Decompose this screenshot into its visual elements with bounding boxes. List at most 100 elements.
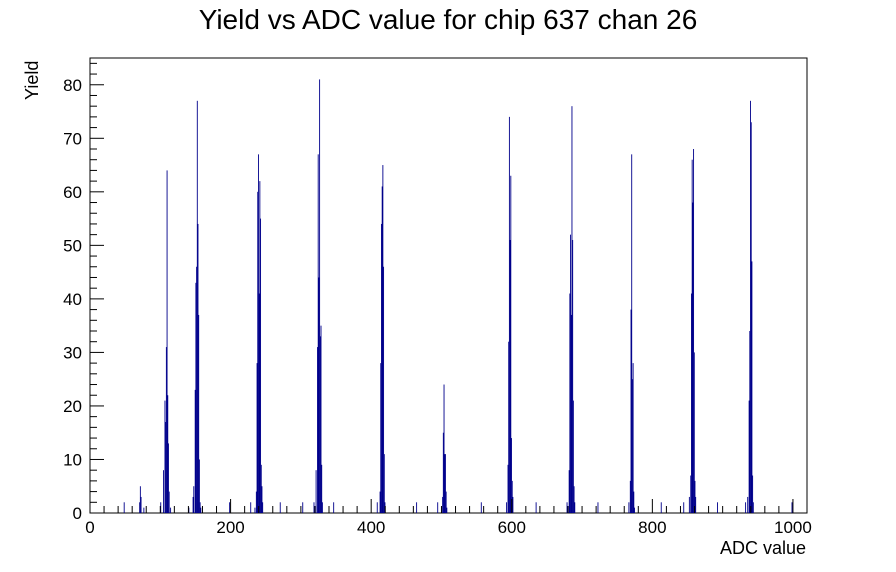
- histogram-bin: [258, 154, 259, 513]
- x-tick-label: 400: [357, 518, 385, 537]
- histogram-bin: [444, 454, 446, 513]
- histogram-bin: [791, 502, 793, 513]
- histogram-bin: [317, 347, 318, 513]
- histogram-bin: [566, 502, 568, 513]
- histogram-bin: [442, 432, 444, 513]
- histogram-bin: [570, 234, 572, 513]
- histogram-bin: [508, 116, 510, 513]
- histogram-bin: [139, 502, 141, 513]
- y-tick-label: 40: [63, 290, 82, 309]
- histogram-bin: [255, 491, 257, 513]
- histogram-bin: [512, 496, 514, 513]
- histogram-bin: [660, 502, 662, 513]
- histogram-bin: [750, 100, 751, 513]
- histogram-bin: [573, 486, 575, 513]
- histogram-bin: [260, 464, 262, 513]
- histogram-bin: [510, 175, 512, 513]
- plot-frame: [89, 57, 808, 514]
- x-axis-label: ADC value: [719, 538, 806, 558]
- histogram-bin: [302, 502, 304, 513]
- histogram-bin: [691, 159, 693, 513]
- histogram-bin: [572, 240, 574, 513]
- histogram-bin: [193, 486, 195, 513]
- histogram-bin: [444, 454, 446, 513]
- histogram-bin: [380, 363, 382, 513]
- histogram-bin: [194, 389, 196, 513]
- histogram-bin: [376, 502, 378, 513]
- histogram-bin: [166, 170, 168, 513]
- y-tick-label: 30: [63, 343, 82, 362]
- histogram-bin: [509, 240, 511, 513]
- histogram-bin: [631, 379, 633, 513]
- histogram-bin: [572, 400, 574, 513]
- histogram-bin: [628, 502, 630, 513]
- histogram-bin: [250, 502, 252, 513]
- histogram-bin: [507, 464, 509, 513]
- x-tick-label: 0: [85, 518, 94, 537]
- histogram-bin: [279, 502, 281, 513]
- histogram-bin: [167, 395, 169, 513]
- histogram-bin: [691, 293, 692, 513]
- histogram-bin: [446, 507, 448, 513]
- histogram-bin: [694, 480, 696, 513]
- histogram-bin: [200, 507, 202, 513]
- x-tick-label: 1000: [774, 518, 812, 537]
- histogram-bin: [383, 266, 385, 513]
- histogram-bin: [196, 100, 198, 513]
- histogram-bin: [320, 325, 322, 513]
- histogram-bin: [745, 502, 747, 513]
- histogram-bin: [574, 502, 576, 513]
- histogram-bin: [198, 459, 200, 513]
- histogram-bin: [256, 363, 258, 513]
- histogram-bin: [630, 309, 632, 513]
- histogram-bin: [198, 314, 200, 513]
- histogram-bin: [143, 507, 145, 513]
- histogram-bin: [319, 336, 321, 513]
- histogram-bin: [508, 341, 510, 513]
- histogram-bin: [199, 502, 201, 513]
- histogram-bin: [140, 496, 142, 513]
- histogram-bin: [383, 454, 385, 513]
- histogram-bin: [442, 496, 444, 513]
- histogram-bin: [321, 502, 323, 513]
- histogram-bin: [570, 314, 572, 513]
- histogram-bin: [752, 475, 754, 513]
- histogram-bin: [568, 470, 570, 513]
- y-tick-label: 80: [63, 76, 82, 95]
- histogram-bin: [168, 491, 170, 513]
- histogram-bin: [196, 266, 198, 513]
- histogram-bin: [750, 122, 752, 514]
- histogram-bin: [319, 79, 321, 513]
- histogram-bin: [597, 502, 599, 513]
- histogram-bin: [688, 496, 690, 513]
- histogram-bin: [315, 470, 317, 513]
- histogram-bin: [416, 502, 418, 513]
- histogram-bin: [163, 470, 165, 513]
- y-tick-label: 50: [63, 236, 82, 255]
- chart-title: Yield vs ADC value for chip 637 chan 26: [198, 4, 698, 35]
- histogram-bin: [317, 154, 319, 513]
- x-tick-label: 600: [498, 518, 526, 537]
- histogram-bin: [633, 491, 635, 513]
- histogram-bin: [506, 502, 508, 513]
- y-tick-label: 60: [63, 183, 82, 202]
- histogram-bin: [751, 261, 753, 513]
- histogram-bin: [259, 181, 261, 513]
- histogram-bin: [480, 502, 482, 513]
- histogram-bin: [690, 475, 692, 513]
- histogram-bin: [683, 502, 685, 513]
- histogram-bin: [511, 480, 513, 513]
- histogram-bin: [569, 293, 571, 513]
- histogram-bin: [748, 400, 750, 513]
- histogram-bin: [261, 486, 263, 513]
- histogram-bin: [747, 496, 749, 513]
- histogram-bin: [262, 502, 264, 513]
- histogram-bin: [229, 502, 231, 513]
- histogram-bin: [379, 491, 381, 513]
- histogram-bin: [717, 502, 718, 513]
- y-tick-label: 10: [63, 450, 82, 469]
- histogram-bin: [139, 486, 141, 513]
- histogram-bin: [381, 186, 383, 513]
- histogram-bin: [165, 347, 167, 513]
